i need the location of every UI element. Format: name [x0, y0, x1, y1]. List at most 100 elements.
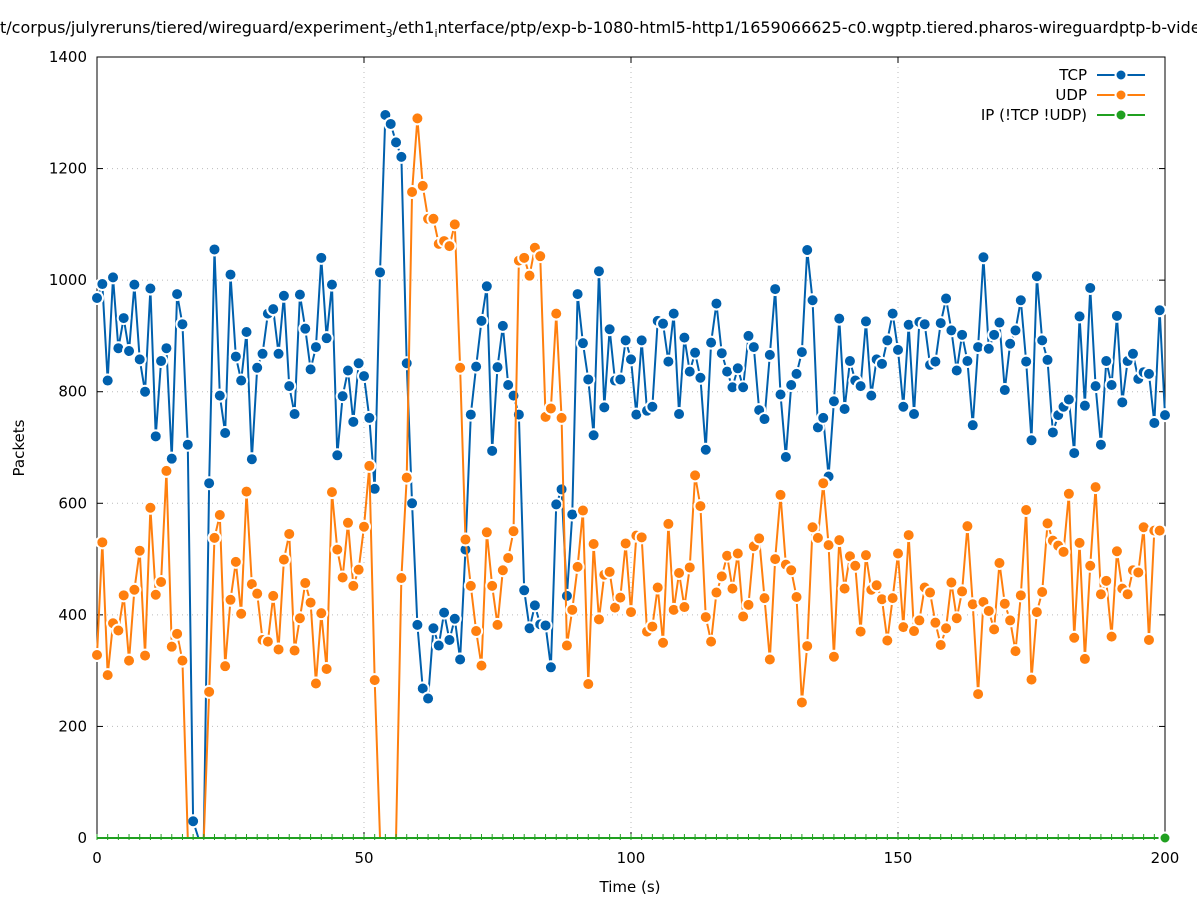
- data-point: [714, 569, 729, 584]
- legend-marker: [1114, 108, 1128, 122]
- y-tick-label: 1200: [49, 160, 87, 178]
- data-point: [794, 695, 809, 710]
- data-point: [634, 333, 649, 348]
- data-point: [164, 639, 179, 654]
- data-point: [522, 268, 537, 283]
- data-point: [159, 463, 174, 478]
- data-point: [1067, 446, 1082, 461]
- data-point: [891, 546, 905, 561]
- data-point: [949, 611, 964, 626]
- data-point: [736, 609, 751, 624]
- data-point: [164, 451, 179, 466]
- data-point: [271, 346, 286, 361]
- data-point: [949, 363, 964, 378]
- y-tick-label: 400: [58, 606, 87, 624]
- data-point: [463, 407, 478, 422]
- data-point: [677, 330, 692, 345]
- data-point: [410, 617, 425, 632]
- data-point: [132, 543, 147, 558]
- data-point: [319, 331, 334, 346]
- data-point: [287, 643, 302, 658]
- data-point: [399, 470, 414, 485]
- data-point: [314, 250, 329, 265]
- data-point: [106, 270, 121, 285]
- data-point: [394, 149, 409, 164]
- data-point: [688, 468, 703, 483]
- data-point: [250, 586, 265, 601]
- data-point: [939, 621, 954, 636]
- data-point: [575, 336, 590, 351]
- data-point: [469, 624, 484, 639]
- data-point: [485, 443, 500, 458]
- series-ip: [96, 831, 1172, 845]
- data-point: [853, 624, 868, 639]
- data-point: [463, 578, 478, 593]
- data-point: [992, 315, 1007, 330]
- data-point: [842, 354, 857, 369]
- data-point: [1147, 415, 1162, 430]
- data-point: [292, 287, 307, 302]
- data-point: [848, 558, 863, 573]
- data-point: [1152, 303, 1167, 318]
- data-point: [741, 328, 756, 343]
- data-point: [912, 613, 927, 628]
- data-point: [885, 591, 900, 606]
- data-point: [1013, 588, 1028, 603]
- y-tick-label: 800: [58, 383, 87, 401]
- data-point: [885, 306, 900, 321]
- data-point: [768, 552, 783, 567]
- data-point: [698, 442, 713, 457]
- data-point: [458, 532, 473, 547]
- data-point: [682, 560, 697, 575]
- grid: [97, 57, 1165, 838]
- data-point: [234, 373, 249, 388]
- data-point: [122, 343, 137, 358]
- data-point: [501, 378, 516, 393]
- x-tick-label: 50: [354, 849, 373, 867]
- data-point: [340, 515, 355, 530]
- data-point: [565, 602, 580, 617]
- data-point: [597, 400, 612, 415]
- data-point: [939, 291, 954, 306]
- data-point: [1029, 605, 1044, 620]
- data-point: [698, 610, 713, 625]
- data-point: [789, 366, 804, 381]
- data-point: [394, 571, 409, 586]
- data-point: [202, 684, 217, 699]
- data-point: [810, 530, 825, 545]
- data-point: [1003, 613, 1018, 628]
- data-point: [1040, 516, 1055, 531]
- data-point: [421, 691, 436, 706]
- data-point: [784, 378, 799, 393]
- data-point: [805, 520, 820, 535]
- data-point: [1067, 630, 1082, 645]
- data-point: [789, 590, 804, 605]
- data-point: [143, 500, 158, 515]
- data-point: [757, 591, 772, 606]
- data-point: [826, 649, 841, 664]
- data-point: [218, 425, 233, 440]
- data-point: [335, 570, 350, 585]
- data-point: [928, 615, 943, 630]
- data-point: [634, 530, 649, 545]
- series-udp: [90, 111, 1167, 839]
- data-point: [340, 363, 355, 378]
- data-point: [292, 611, 307, 626]
- data-point: [506, 388, 521, 403]
- title-part: /eth1: [392, 18, 435, 37]
- data-point: [1158, 408, 1172, 423]
- data-point: [800, 243, 815, 258]
- data-point: [762, 347, 777, 362]
- data-point: [1115, 395, 1130, 410]
- legend-marker: [1114, 88, 1128, 102]
- data-point: [415, 178, 430, 193]
- data-point: [901, 528, 916, 543]
- data-point: [1109, 308, 1124, 323]
- data-point: [276, 288, 291, 303]
- data-point: [1056, 544, 1071, 559]
- data-point: [453, 360, 468, 375]
- data-point: [1035, 584, 1050, 599]
- data-point: [282, 379, 297, 394]
- data-point: [864, 388, 879, 403]
- data-point: [896, 399, 911, 414]
